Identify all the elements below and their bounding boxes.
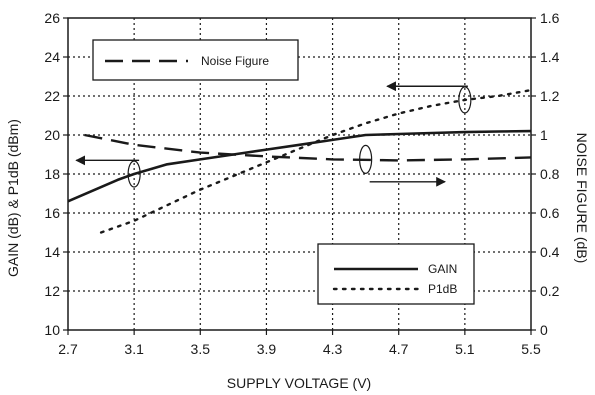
y-right-tick-label: 1.4: [540, 49, 560, 65]
noise-figure-axis-pointer-ellipse: [359, 144, 373, 174]
series-line-p1db: [99, 88, 533, 234]
series-lines: [67, 88, 533, 234]
y-right-tick-label: 0.6: [540, 205, 560, 221]
y-left-tick-label: 12: [44, 283, 60, 299]
y-right-tick-label: 0.4: [540, 244, 560, 260]
y-left-tick-label: 24: [44, 49, 60, 65]
y-left-tick-label: 20: [44, 127, 60, 143]
y-left-tick-label: 18: [44, 166, 60, 182]
y-right-tick-label: 0.2: [540, 283, 560, 299]
series-line-noise-figure: [84, 133, 532, 162]
x-tick-label: 3.1: [124, 341, 144, 357]
legend-box: [92, 39, 299, 81]
legend-noise-figure: Noise Figure: [92, 39, 299, 81]
y-right-tick-label: 1: [540, 127, 548, 143]
legend-gain-p1db: GAIN P1dB: [317, 243, 475, 305]
x-tick-label: 3.9: [257, 341, 277, 357]
y-left-tick-label: 10: [44, 322, 60, 338]
x-tick-label: 4.7: [389, 341, 409, 357]
y-right-tick-label: 1.2: [540, 88, 560, 104]
x-tick-label: 3.5: [191, 341, 211, 357]
legend-label: Noise Figure: [201, 54, 269, 68]
y-right-tick-label: 1.6: [540, 10, 560, 26]
series-line-gain: [67, 129, 532, 203]
x-tick-label: 5.5: [521, 341, 541, 357]
y-left-tick-label: 14: [44, 244, 60, 260]
legend-box: [317, 243, 475, 305]
y-left-tick-label: 16: [44, 205, 60, 221]
y-left-tick-label: 22: [44, 88, 60, 104]
y-axis-right-title: NOISE FIGURE (dB): [574, 133, 590, 264]
axis-annotations: [75, 81, 472, 188]
y-right-tick-label: 0.8: [540, 166, 560, 182]
x-tick-label: 4.3: [323, 341, 343, 357]
y-left-tick-label: 26: [44, 10, 60, 26]
x-tick-label: 2.7: [58, 341, 78, 357]
x-axis-title: SUPPLY VOLTAGE (V): [227, 375, 371, 391]
legend-label: GAIN: [428, 262, 457, 276]
x-tick-label: 5.1: [455, 341, 475, 357]
tick-labels: 2.7 3.1 3.5 3.9 4.3 4.7 5.1 5.51012141618202224…: [44, 10, 559, 357]
legend-label: P1dB: [428, 282, 457, 296]
y-right-tick-label: 0: [540, 322, 548, 338]
y-axis-left-title: GAIN (dB) & P1dB (dBm): [5, 119, 21, 277]
